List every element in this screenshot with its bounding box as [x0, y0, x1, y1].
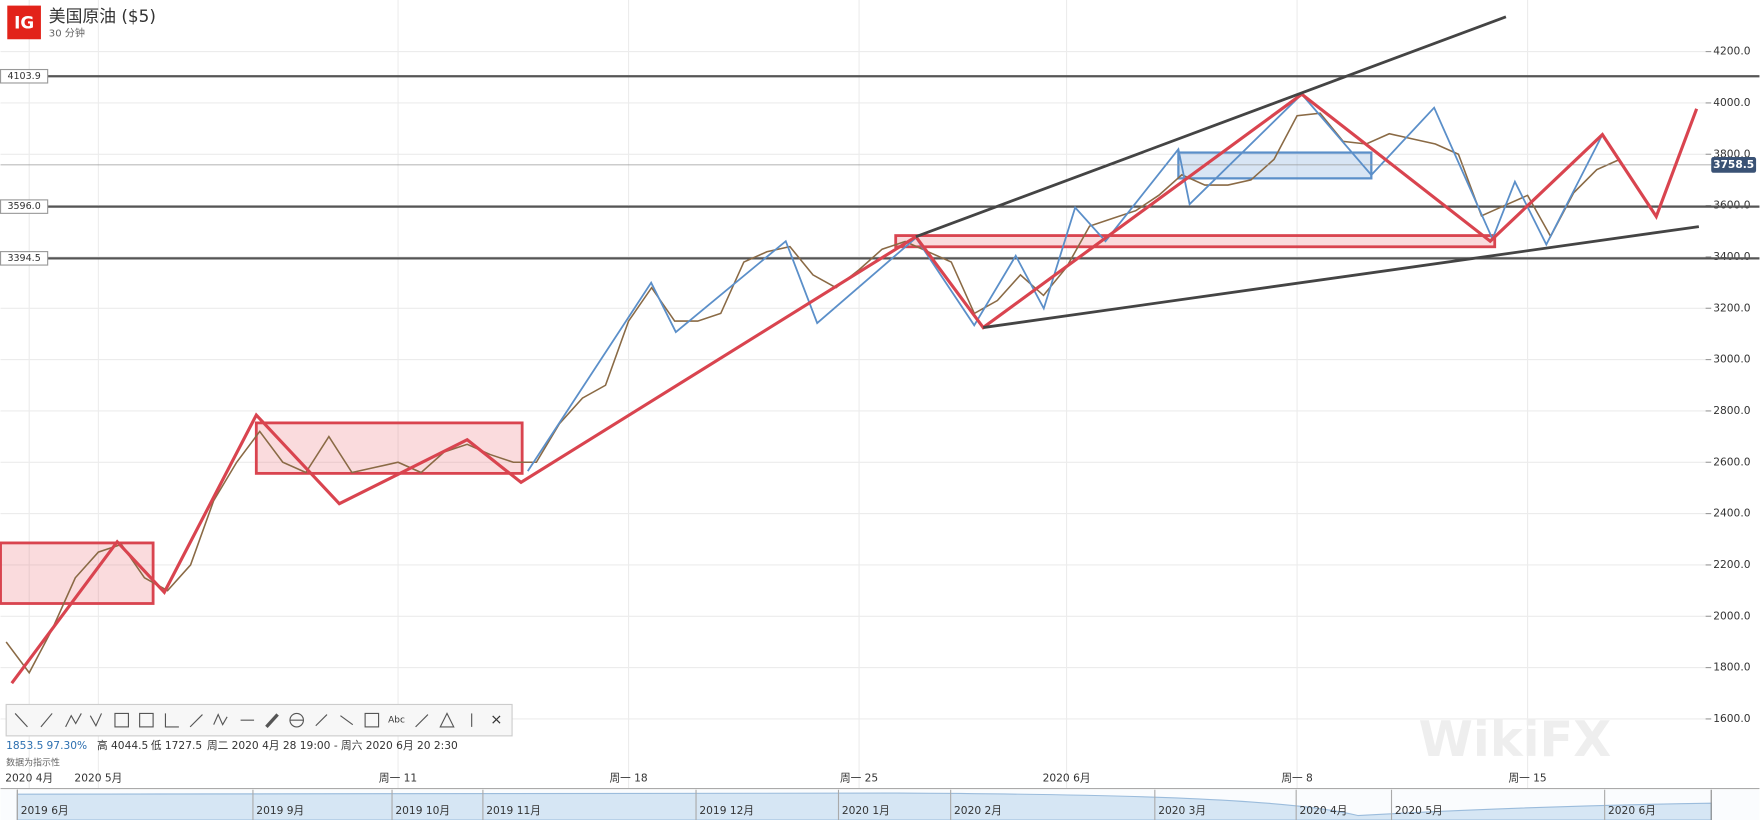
toolbar: Abc × — [5, 703, 513, 737]
y-tick-label: 2600.0 — [1713, 455, 1750, 468]
zone — [894, 234, 1497, 249]
wave-line — [527, 92, 1604, 472]
stat-high: 高 4044.5 — [97, 739, 148, 752]
price-level-label: 3394.5 — [7, 253, 40, 264]
tool-icon[interactable] — [14, 713, 28, 728]
navigator-label: 2019 9月 — [256, 804, 304, 817]
navigator-area — [16, 792, 1712, 820]
stat-range: 周二 2020 4月 28 19:00 - 周六 2020 6月 20 2:30 — [207, 739, 458, 752]
x-tick-label: 周一 25 — [840, 771, 878, 784]
navigator-label: 2020 3月 — [1158, 804, 1206, 817]
close-button[interactable]: × — [490, 711, 502, 728]
tool-icon[interactable] — [189, 714, 203, 728]
y-tick-label: 1600.0 — [1713, 712, 1750, 725]
navigator-label: 2020 2月 — [954, 804, 1002, 817]
price-level-box — [0, 199, 49, 214]
navigator-label: 2019 10月 — [395, 804, 450, 817]
navigator-label: 2020 6月 — [1608, 804, 1656, 817]
navigator-label: 2020 5月 — [1395, 804, 1443, 817]
y-tick-label: 2200.0 — [1713, 558, 1750, 571]
navigator-labels: 2019 6月 2019 9月 2019 10月 2019 11月 2019 12月 20… — [16, 789, 1656, 820]
tool-icon[interactable] — [139, 712, 154, 728]
y-tick-label: 2400.0 — [1713, 507, 1750, 520]
y-tick-label: 4200.0 — [1713, 45, 1750, 58]
tool-icon[interactable] — [364, 712, 380, 728]
price-line — [5, 112, 1621, 675]
tool-icon[interactable] — [213, 713, 228, 726]
tool-icon[interactable] — [340, 715, 354, 726]
last-price-label: 3758.5 — [1713, 158, 1754, 171]
y-tick-label: 4000.0 — [1713, 96, 1750, 109]
x-tick-label: 周一 8 — [1281, 771, 1313, 784]
tool-icon[interactable] — [89, 713, 103, 728]
price-level-label: 3596.0 — [7, 201, 40, 212]
tool-icon[interactable] — [164, 713, 179, 728]
x-tick-label: 2020 5月 — [74, 771, 122, 784]
navigator-label: 2019 12月 — [699, 804, 754, 817]
tool-icon[interactable] — [315, 714, 328, 727]
tool-icon[interactable] — [40, 713, 53, 728]
y-tick-label: 3200.0 — [1713, 301, 1750, 314]
logo-text: IG — [14, 13, 34, 33]
trend-line — [915, 15, 1507, 239]
navigator-label: 2020 1月 — [842, 804, 890, 817]
stat-low: 低 1727.5 — [151, 739, 202, 752]
x-tick-label: 周一 18 — [609, 771, 647, 784]
navigator — [0, 789, 1760, 820]
y-tick-label: 3000.0 — [1713, 353, 1750, 366]
last-price-box — [1711, 157, 1757, 173]
navigator-label: 2019 11月 — [486, 804, 541, 817]
watermark: WikiFX — [1418, 710, 1611, 768]
toolbar-bg — [5, 703, 513, 737]
tool-icon[interactable] — [439, 712, 455, 728]
title: 美国原油 ($5) — [49, 6, 156, 26]
tool-icon[interactable] — [265, 713, 279, 729]
zone — [254, 421, 524, 475]
drawings — [10, 15, 1700, 685]
tool-icon[interactable] — [65, 713, 82, 728]
stat-change: 97.30% — [47, 739, 88, 752]
price-level-label: 4103.9 — [7, 71, 40, 82]
y-tick-label: 1800.0 — [1713, 661, 1750, 674]
tool-icon[interactable] — [289, 712, 304, 728]
stat-note: 数据为指示性 — [6, 756, 60, 768]
wave-line — [10, 92, 1699, 685]
interval: 30 分钟 — [49, 27, 85, 40]
y-tick-label: 2800.0 — [1713, 404, 1750, 417]
logo — [7, 5, 41, 40]
tool-icon[interactable] — [114, 712, 129, 728]
y-tick-label: 3600.0 — [1713, 199, 1750, 212]
x-tick-label: 2020 6月 — [1043, 771, 1091, 784]
x-tick-label: 2020 4月 — [5, 771, 53, 784]
x-tick-label: 周一 15 — [1508, 771, 1546, 784]
navigator-label: 2019 6月 — [21, 804, 69, 817]
grid: 1600.0 1800.0 2000.0 2200.0 2400.0 2600.0 2800… — [0, 0, 1751, 789]
trend-line — [983, 225, 1700, 329]
tool-text[interactable]: Abc — [388, 716, 405, 726]
y-tick-label: 3400.0 — [1713, 250, 1750, 263]
tool-icon[interactable] — [415, 714, 429, 728]
y-tick-label: 2000.0 — [1713, 609, 1750, 622]
navigator-label: 2020 4月 — [1300, 804, 1348, 817]
price-level-box — [0, 68, 49, 84]
x-tick-label: 周一 11 — [379, 771, 417, 784]
price-level-box — [0, 251, 49, 266]
y-tick-label: 3800.0 — [1713, 147, 1750, 160]
stat-last: 1853.5 — [6, 739, 43, 752]
